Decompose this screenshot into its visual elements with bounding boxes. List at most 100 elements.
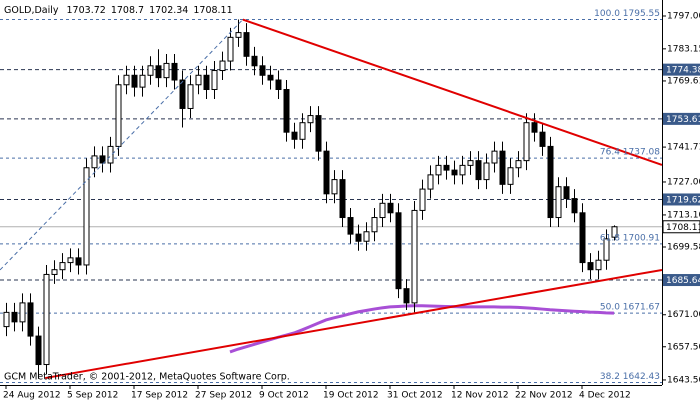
candle-body xyxy=(331,179,338,195)
fib-label: 50.0 1671.67 xyxy=(600,303,660,313)
candle-body xyxy=(203,74,210,91)
candle-body xyxy=(83,167,90,266)
candle-body xyxy=(339,179,346,219)
candle-body xyxy=(451,169,458,176)
candle-body xyxy=(163,62,170,79)
candle-body xyxy=(227,36,234,62)
candle-body xyxy=(283,89,290,133)
candle-body xyxy=(371,217,378,233)
candle-body xyxy=(611,226,618,238)
candle-body xyxy=(555,186,562,219)
candle-body xyxy=(411,209,418,304)
candle-body xyxy=(123,74,130,86)
open-value: 1703.72 xyxy=(67,5,106,16)
x-tick-label: 19 Oct 2012 xyxy=(323,391,379,401)
candle-body xyxy=(91,155,98,169)
candle-body xyxy=(363,231,370,242)
candle-body xyxy=(387,202,394,214)
footer: GCM MetaTrader, © 2001-2012, MetaQuotes … xyxy=(4,372,290,383)
candle-body xyxy=(211,70,218,91)
candle-body xyxy=(171,62,178,81)
candle-body xyxy=(251,55,258,67)
fib-label: 100.0 1795.55 xyxy=(594,9,660,19)
fib-label: 76.4 1737.08 xyxy=(600,148,660,158)
x-tick-label: 9 Oct 2012 xyxy=(259,391,309,401)
candle-body xyxy=(491,150,498,164)
y-tick-label: 1671.00 xyxy=(667,310,700,320)
x-tick-label: 12 Nov 2012 xyxy=(451,391,509,401)
y-tick-label: 1699.58 xyxy=(667,242,700,252)
candle-body xyxy=(523,122,530,162)
y-tick-label: 1713.10 xyxy=(667,210,700,220)
y-tick-label: 1783.15 xyxy=(667,44,700,54)
candle-body xyxy=(307,115,314,124)
candle-body xyxy=(467,160,474,166)
x-tick-label: 22 Nov 2012 xyxy=(515,391,573,401)
candle-body xyxy=(67,257,74,264)
x-tick-label: 17 Sep 2012 xyxy=(131,391,188,401)
price-level-box xyxy=(663,112,700,125)
y-tick-label: 1727.00 xyxy=(667,177,700,187)
trendline xyxy=(242,18,662,166)
current-price-box xyxy=(662,220,700,234)
candle-body xyxy=(267,74,274,81)
chart-header: GOLD,Daily 1703.72 1708.7 1702.34 1708.11 xyxy=(4,5,233,16)
price-level-label: 1719.62 xyxy=(666,195,700,205)
candle-body xyxy=(51,269,58,275)
candle-body xyxy=(115,84,122,147)
trendline xyxy=(45,268,662,380)
price-level-label: 1753.61 xyxy=(666,115,700,125)
plot xyxy=(0,18,662,383)
candle-body xyxy=(427,174,434,190)
candle-body xyxy=(235,32,242,38)
candle-body xyxy=(419,188,426,211)
trendline xyxy=(0,19,244,271)
x-tick-label: 27 Sep 2012 xyxy=(195,391,252,401)
x-tick-label: 24 Aug 2012 xyxy=(3,391,61,401)
y-tick-label: 1769.61 xyxy=(667,76,700,86)
candle-body xyxy=(139,74,146,88)
chart-title: GOLD,Daily xyxy=(4,5,59,16)
candle-body xyxy=(483,162,490,181)
candle-body xyxy=(563,186,570,200)
x-tick-label: 5 Sep 2012 xyxy=(67,391,118,401)
candle-body xyxy=(403,288,410,304)
candle-body xyxy=(395,212,402,290)
candle-body xyxy=(531,122,538,133)
x-tick-label: 4 Dec 2012 xyxy=(579,391,631,401)
candle-body xyxy=(603,238,610,261)
candle-body xyxy=(179,79,186,109)
candle-body xyxy=(539,131,546,147)
candle-body xyxy=(587,262,594,271)
high-value: 1708.7 xyxy=(111,5,144,16)
candle-body xyxy=(75,257,82,266)
candle-body xyxy=(27,302,34,337)
candle-body xyxy=(3,311,10,328)
y-tick-label: 1797.00 xyxy=(667,12,700,22)
price-level-box xyxy=(663,274,700,287)
price-level-box xyxy=(663,193,700,206)
candle-body xyxy=(459,164,466,176)
candle-body xyxy=(155,65,162,79)
candle-body xyxy=(259,65,266,76)
candle-body xyxy=(275,79,282,91)
y-tick-label: 1643.50 xyxy=(667,375,700,385)
candle-body xyxy=(11,311,18,323)
y-tick-label: 1741.71 xyxy=(667,143,700,153)
candle-body xyxy=(475,160,482,181)
candle-body xyxy=(195,74,202,86)
current-price-label: 1708.11 xyxy=(666,223,700,233)
candle-body xyxy=(43,273,50,366)
candle-body xyxy=(515,160,522,169)
candle-body xyxy=(379,202,386,219)
price-level-label: 1685.64 xyxy=(666,276,700,286)
candle-body xyxy=(507,167,514,185)
price-level-label: 1774.38 xyxy=(666,66,700,76)
candle-body xyxy=(443,164,450,171)
fib-label: 38.2 1642.43 xyxy=(600,372,660,382)
candle-body xyxy=(59,262,66,271)
candle-body xyxy=(595,259,602,271)
candle-body xyxy=(579,212,586,264)
